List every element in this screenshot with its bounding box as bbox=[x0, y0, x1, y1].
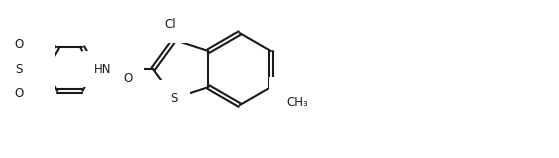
Text: O: O bbox=[15, 38, 24, 51]
Text: CH₃: CH₃ bbox=[287, 96, 309, 109]
Text: Cl: Cl bbox=[164, 18, 176, 31]
Text: O: O bbox=[123, 73, 132, 85]
Text: S: S bbox=[16, 63, 23, 76]
Text: HN: HN bbox=[94, 63, 111, 76]
Text: O: O bbox=[280, 89, 290, 102]
Text: S: S bbox=[170, 92, 178, 105]
Text: O: O bbox=[15, 87, 24, 100]
